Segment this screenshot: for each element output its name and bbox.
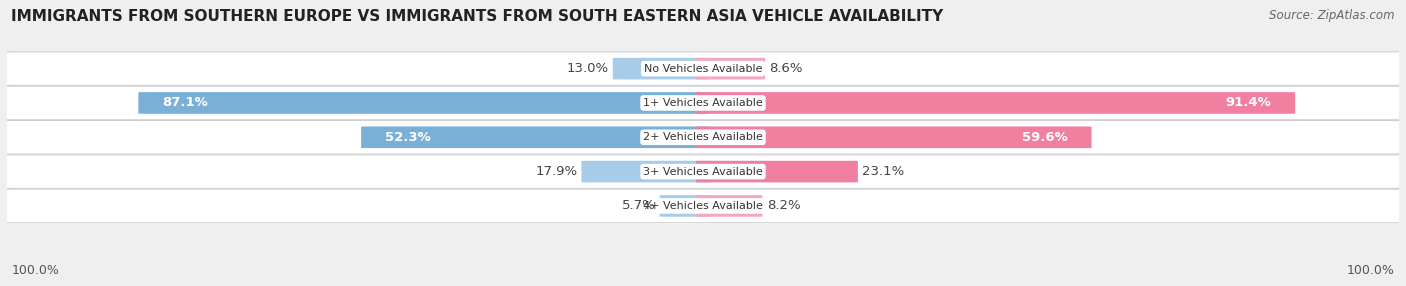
FancyBboxPatch shape xyxy=(0,86,1406,120)
FancyBboxPatch shape xyxy=(138,92,710,114)
FancyBboxPatch shape xyxy=(696,126,1091,148)
Text: 59.6%: 59.6% xyxy=(1022,131,1069,144)
Text: 3+ Vehicles Available: 3+ Vehicles Available xyxy=(643,167,763,176)
Text: 91.4%: 91.4% xyxy=(1226,96,1271,110)
Text: 23.1%: 23.1% xyxy=(862,165,904,178)
FancyBboxPatch shape xyxy=(696,195,762,217)
FancyBboxPatch shape xyxy=(0,155,1406,188)
FancyBboxPatch shape xyxy=(613,58,710,80)
FancyBboxPatch shape xyxy=(696,92,1295,114)
Text: IMMIGRANTS FROM SOUTHERN EUROPE VS IMMIGRANTS FROM SOUTH EASTERN ASIA VEHICLE AV: IMMIGRANTS FROM SOUTHERN EUROPE VS IMMIG… xyxy=(11,9,943,23)
Text: No Vehicles Available: No Vehicles Available xyxy=(644,64,762,74)
FancyBboxPatch shape xyxy=(361,126,710,148)
Text: 87.1%: 87.1% xyxy=(162,96,208,110)
Text: 2+ Vehicles Available: 2+ Vehicles Available xyxy=(643,132,763,142)
Text: 13.0%: 13.0% xyxy=(567,62,609,75)
FancyBboxPatch shape xyxy=(582,161,710,182)
Text: 100.0%: 100.0% xyxy=(1347,265,1395,277)
Text: 4+ Vehicles Available: 4+ Vehicles Available xyxy=(643,201,763,211)
Text: 8.2%: 8.2% xyxy=(766,199,800,212)
Text: 1+ Vehicles Available: 1+ Vehicles Available xyxy=(643,98,763,108)
FancyBboxPatch shape xyxy=(659,195,710,217)
Text: 100.0%: 100.0% xyxy=(11,265,59,277)
FancyBboxPatch shape xyxy=(696,161,858,182)
Text: 8.6%: 8.6% xyxy=(769,62,803,75)
Text: 17.9%: 17.9% xyxy=(536,165,578,178)
FancyBboxPatch shape xyxy=(0,120,1406,154)
Text: 5.7%: 5.7% xyxy=(621,199,655,212)
FancyBboxPatch shape xyxy=(696,58,765,80)
FancyBboxPatch shape xyxy=(0,189,1406,223)
Text: 52.3%: 52.3% xyxy=(385,131,430,144)
Text: Source: ZipAtlas.com: Source: ZipAtlas.com xyxy=(1270,9,1395,21)
FancyBboxPatch shape xyxy=(0,52,1406,86)
